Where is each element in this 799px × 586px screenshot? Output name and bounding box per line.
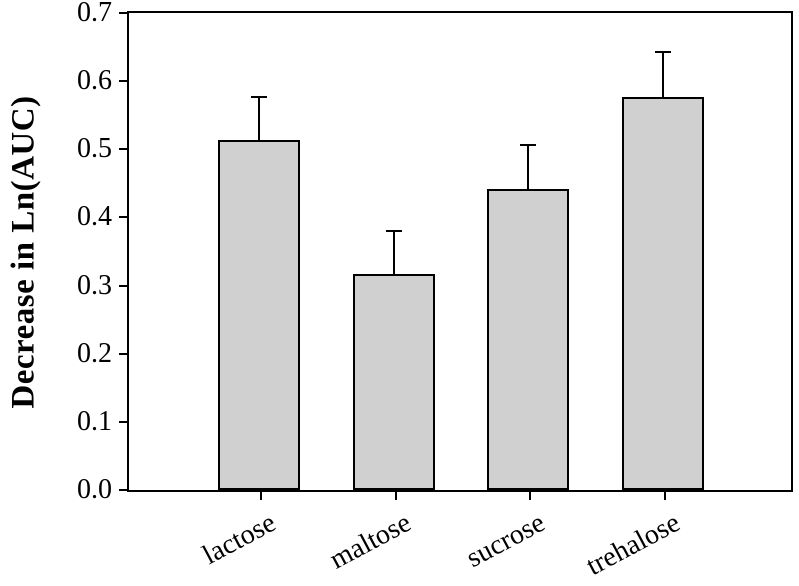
y-tick-label: 0.0 xyxy=(77,474,112,505)
x-tick-label-lactose: lactose xyxy=(197,507,282,571)
bar-lactose xyxy=(218,140,300,490)
error-bar-stem xyxy=(258,97,260,140)
y-tick xyxy=(119,216,127,219)
error-bar-cap xyxy=(251,96,267,98)
error-bar-cap xyxy=(385,230,402,232)
error-bar-stem xyxy=(662,52,665,97)
y-tick xyxy=(119,284,127,287)
error-bar-cap xyxy=(655,51,672,53)
x-tick xyxy=(529,492,532,500)
x-tick xyxy=(260,492,262,500)
bar-trehalose xyxy=(622,97,705,490)
y-tick xyxy=(119,420,127,423)
y-tick-label: 0.3 xyxy=(77,269,112,301)
y-tick-label: 0.5 xyxy=(77,133,112,165)
y-tick xyxy=(119,148,127,151)
error-bar-stem xyxy=(527,145,530,189)
y-tick-label: 0.2 xyxy=(77,337,112,369)
y-tick xyxy=(119,12,127,14)
error-bar-stem xyxy=(392,231,395,274)
plot-area xyxy=(127,11,793,492)
x-tick-label-trehalose: trehalose xyxy=(581,507,686,582)
error-bar-cap xyxy=(520,144,537,146)
y-tick xyxy=(119,352,127,355)
bar-sucrose xyxy=(487,189,570,490)
x-tick xyxy=(394,492,397,500)
y-tick-label: 0.6 xyxy=(77,65,112,97)
y-tick-label: 0.4 xyxy=(77,201,112,233)
x-tick-label-sucrose: sucrose xyxy=(461,507,551,574)
y-tick xyxy=(119,489,127,491)
x-tick-label-maltose: maltose xyxy=(324,507,416,576)
bar-maltose xyxy=(352,274,435,490)
y-tick-label: 0.1 xyxy=(77,405,112,437)
y-tick xyxy=(119,80,127,83)
y-tick-label: 0.7 xyxy=(77,0,112,28)
x-tick xyxy=(664,492,667,500)
